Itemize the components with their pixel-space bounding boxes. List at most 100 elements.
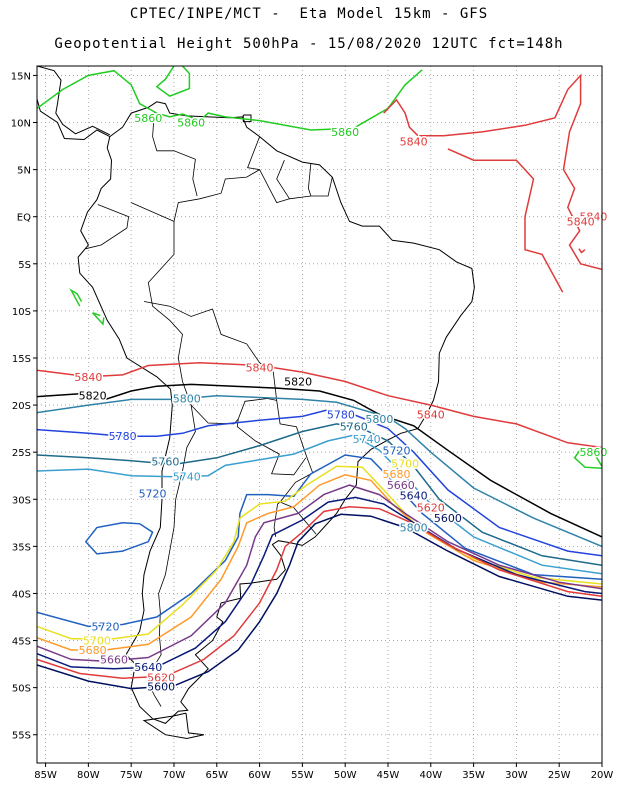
contour-label-5740: 5740 (173, 471, 201, 484)
contour-label-5840: 5840 (567, 215, 595, 228)
contour-label-5760: 5760 (151, 456, 179, 469)
contour-label-5600: 5600 (147, 681, 175, 694)
contour-label-5800: 5800 (365, 413, 393, 426)
lat-tick-label: 35S (12, 542, 31, 553)
contour-label-5800: 5800 (400, 522, 428, 535)
contour-label-5700: 5700 (391, 457, 419, 470)
hispaniola (135, 30, 186, 47)
axis-ticks: 15N 10N 5N EQ 5S 10S 15S 20S 25S 30S 35S 40S 45S 50S 5… (11, 71, 614, 781)
contour-label-5820: 5820 (284, 376, 312, 389)
contour-5820-line (37, 383, 602, 538)
contour-5760-line (37, 423, 602, 566)
central-america (37, 98, 111, 141)
map-title-line2: Geopotential Height 500hPa - 15/08/2020 … (54, 36, 564, 52)
lon-tick-label: 30W (505, 770, 528, 781)
lon-tick-label: 25W (548, 770, 571, 781)
contour-5860-line (69, 288, 83, 307)
border-colombia-venezuela (152, 112, 198, 197)
contour-5840-line (37, 361, 602, 449)
contour-label-5660: 5660 (387, 479, 415, 492)
tierra-del-fuego (142, 712, 205, 740)
height-contours (37, 66, 602, 690)
contour-label-5720: 5720 (91, 620, 119, 633)
contour-5660-line (37, 484, 602, 663)
border-paraguay (236, 419, 307, 476)
contour-label-5780: 5780 (109, 430, 137, 443)
contour-label-5620: 5620 (417, 502, 445, 515)
contour-label-5860: 5860 (177, 117, 205, 130)
contour-label-5840: 5840 (246, 361, 274, 374)
lon-tick-label: 75W (120, 770, 143, 781)
contour-5800-line (37, 394, 602, 548)
contour-5680-line (37, 474, 602, 651)
lon-tick-label: 55W (291, 770, 314, 781)
contour-label-5680: 5680 (79, 644, 107, 657)
lon-tick-label: 70W (163, 770, 186, 781)
lat-tick-label: 10N (11, 119, 31, 130)
contour-5740-line (37, 434, 602, 575)
contour-label-5760: 5760 (340, 421, 368, 434)
contour-label-5840: 5840 (400, 135, 428, 148)
contour-5720-line (37, 454, 602, 628)
contour-label-5660: 5660 (100, 653, 128, 666)
contour-5860-line (37, 69, 423, 131)
contour-label-5720: 5720 (139, 488, 167, 501)
south-america-coast (77, 101, 475, 724)
contour-label-5840: 5840 (579, 211, 607, 224)
contour-labels: 5860 586058605860584058405840584058405840… (73, 110, 609, 695)
jamaica (103, 43, 120, 48)
contour-5840-line (383, 73, 602, 271)
lon-tick-label: 20W (591, 770, 614, 781)
border-andes-east (131, 202, 196, 707)
border-peru-ecuador (85, 204, 130, 250)
lat-tick-label: 50S (12, 684, 31, 695)
lat-tick-label: 5N (17, 166, 31, 177)
contour-label-5860: 5860 (134, 112, 162, 125)
contour-5780-line (37, 409, 602, 557)
lat-tick-label: 5S (18, 260, 31, 271)
central-america-north (37, 66, 111, 136)
contour-label-5840: 5840 (417, 409, 445, 422)
lon-tick-label: 50W (334, 770, 357, 781)
contour-label-5740: 5740 (353, 433, 381, 446)
lon-tick-label: 45W (377, 770, 400, 781)
lat-tick-label: 15S (12, 354, 31, 365)
contour-5860-line (92, 312, 105, 326)
contour-5620-line (37, 506, 602, 679)
lon-tick-label: 80W (77, 770, 100, 781)
lat-tick-label: 45S (12, 637, 31, 648)
map-title-line1: CPTEC/INPE/MCT - Eta Model 15km - GFS (129, 6, 489, 22)
contour-5860-line (155, 66, 191, 97)
contour-label-5860: 5860 (331, 126, 359, 139)
contour-label-5820: 5820 (79, 390, 107, 403)
contour-label-5860: 5860 (579, 446, 607, 459)
lon-tick-label: 60W (248, 770, 271, 781)
contour-label-5640: 5640 (134, 661, 162, 674)
border-brazil-west (173, 169, 260, 222)
contour-label-5680: 5680 (383, 468, 411, 481)
lon-tick-label: 35W (462, 770, 485, 781)
lat-tick-label: 25S (12, 448, 31, 459)
contour-label-5800: 5800 (173, 392, 201, 405)
contour-5840-line (447, 148, 564, 293)
lon-tick-label: 40W (419, 770, 442, 781)
contour-label-5600: 5600 (434, 512, 462, 525)
lon-tick-label: 65W (205, 770, 228, 781)
lat-tick-label: 40S (12, 589, 31, 600)
contour-5700-line (37, 465, 602, 640)
contour-label-5720: 5720 (383, 444, 411, 457)
contour-5860-line (573, 448, 602, 469)
lat-tick-label: 30S (12, 495, 31, 506)
lat-tick-label: 20S (12, 401, 31, 412)
contour-label-5700: 5700 (83, 635, 111, 648)
lat-tick-label: 55S (12, 731, 31, 742)
border-argentina-uruguay (273, 501, 281, 537)
contour-label-5840: 5840 (74, 371, 102, 384)
border-guyana-suriname (276, 160, 290, 200)
lat-tick-label: 15N (11, 71, 31, 82)
border-guianas (247, 136, 333, 204)
contour-label-5620: 5620 (147, 671, 175, 684)
lat-tick-label: EQ (17, 213, 31, 224)
border-suriname-french-guiana (307, 162, 312, 197)
contour-5600-line (37, 513, 602, 690)
